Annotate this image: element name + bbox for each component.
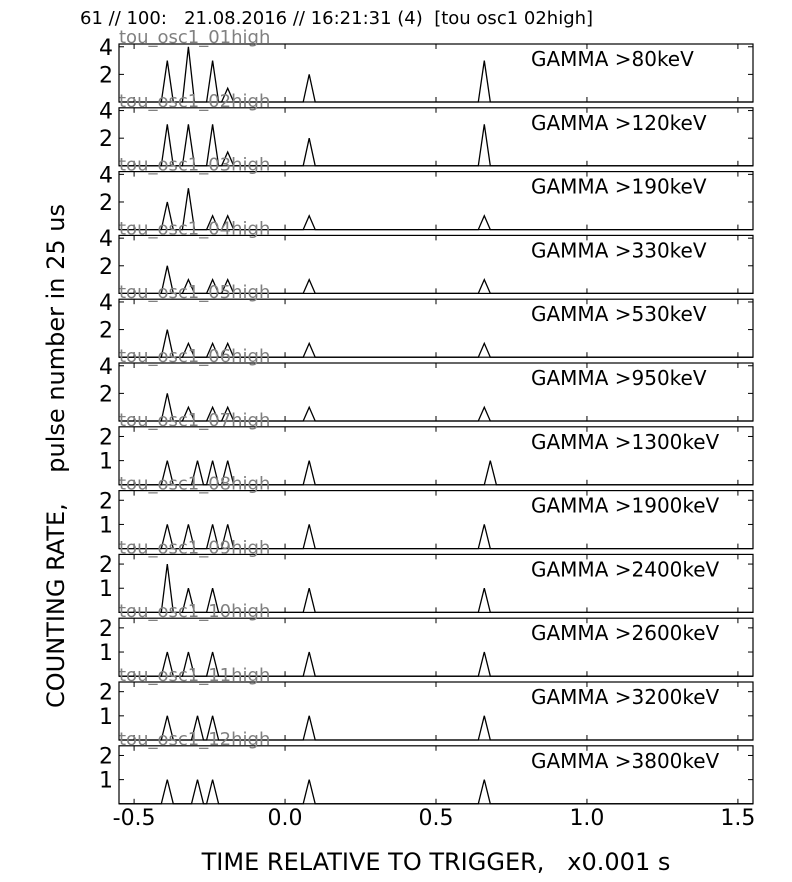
series-line <box>119 393 753 422</box>
channel-label: tou_osc1_06high <box>119 346 270 367</box>
y-tick-label: 1 <box>99 513 113 538</box>
series-line <box>119 329 753 358</box>
y-tick-label: 4 <box>99 36 113 61</box>
panel-1: 24 GAMMA >80keV tou_osc1_01high <box>99 27 754 103</box>
series-label: GAMMA >3800keV <box>531 749 720 773</box>
y-tick-label: 4 <box>99 291 113 316</box>
channel-label: tou_osc1_01high <box>119 27 270 48</box>
panel-3: 2 4 GAMMA >190keV tou_osc1_03high <box>99 155 754 231</box>
series-line <box>119 524 753 550</box>
y-tick-label: 2 <box>99 255 113 280</box>
y-tick-label: 4 <box>99 227 113 252</box>
panel-10: 12 GAMMA >2600keV tou_osc1_10high <box>99 601 754 677</box>
y-tick-label: 2 <box>99 681 113 706</box>
y-tick-label: 2 <box>99 425 113 450</box>
series-label: GAMMA >2400keV <box>531 557 720 581</box>
series-label: GAMMA >3200keV <box>531 685 720 709</box>
y-tick-label: 2 <box>99 489 113 514</box>
y-tick-label: 1 <box>99 769 113 794</box>
channel-label: tou_osc1_03high <box>119 155 270 176</box>
channel-label: tou_osc1_08high <box>119 474 270 495</box>
panel-4: 2 4 GAMMA >330keV tou_osc1_04high <box>99 218 754 295</box>
series-label: GAMMA >190keV <box>531 175 707 199</box>
series-line <box>119 265 753 295</box>
channel-label: tou_osc1_11high <box>119 665 270 686</box>
channel-label: tou_osc1_05high <box>119 282 270 303</box>
y-tick-label: 4 <box>99 100 113 125</box>
series-label: GAMMA >2600keV <box>531 621 720 645</box>
panel-11: 12 GAMMA >3200keV tou_osc1_11high <box>99 665 754 741</box>
series-line <box>119 46 753 103</box>
y-tick-label: 2 <box>99 382 113 407</box>
y-tick-label: 2 <box>99 319 113 344</box>
y-tick-label: 4 <box>99 355 113 380</box>
panel-9: 12 GAMMA >2400keV tou_osc1_09high <box>99 537 754 614</box>
series-line <box>119 188 753 231</box>
channel-label: tou_osc1_02high <box>119 91 270 112</box>
y-tick-label: 1 <box>99 577 113 602</box>
y-tick-label: 1 <box>99 705 113 730</box>
series-label: GAMMA >330keV <box>531 238 707 262</box>
y-tick-label: 1 <box>99 450 113 475</box>
panel-7: 12 GAMMA >1300keV tou_osc1_07high <box>99 410 754 486</box>
series-label: GAMMA >530keV <box>531 302 707 326</box>
panel-12: 12 GAMMA >3800keV tou_osc1_12high <box>99 729 754 805</box>
y-tick-label: 2 <box>99 127 113 152</box>
series-label: GAMMA >1900keV <box>531 494 720 518</box>
series-line <box>119 460 753 486</box>
y-tick-label: 2 <box>99 63 113 88</box>
series-label: GAMMA >950keV <box>531 366 707 390</box>
channel-label: tou_osc1_07high <box>119 410 270 431</box>
panel-6: 24 GAMMA >950keV tou_osc1_06high <box>99 346 754 422</box>
y-tick-label: 2 <box>99 744 113 769</box>
y-tick-label: 2 <box>99 553 113 578</box>
panel-2: 24 GAMMA >120keV tou_osc1_02high <box>99 91 754 167</box>
series-label: GAMMA >1300keV <box>531 430 720 454</box>
x-axis-label: TIME RELATIVE TO TRIGGER, x0.001 s <box>201 848 671 876</box>
y-tick-label: 2 <box>99 617 113 642</box>
series-label: GAMMA >80keV <box>531 47 694 71</box>
y-tick-label: 2 <box>99 191 113 216</box>
channel-label: tou_osc1_04high <box>119 218 270 239</box>
y-tick-label: 4 <box>99 163 113 188</box>
panel-5: 2 4 GAMMA >530keV tou_osc1_05high <box>99 282 754 358</box>
channel-label: tou_osc1_12high <box>119 729 270 750</box>
series-label: GAMMA >120keV <box>531 111 707 135</box>
panel-8: 12 GAMMA >1900keV tou_osc1_08high <box>99 474 754 550</box>
y-tick-label: 1 <box>99 641 113 666</box>
channel-label: tou_osc1_10high <box>119 601 270 622</box>
plot-header: 61 // 100: 21.08.2016 // 16:21:31 (4) [t… <box>80 8 594 29</box>
series-line <box>119 124 753 167</box>
channel-label: tou_osc1_09high <box>119 537 270 558</box>
